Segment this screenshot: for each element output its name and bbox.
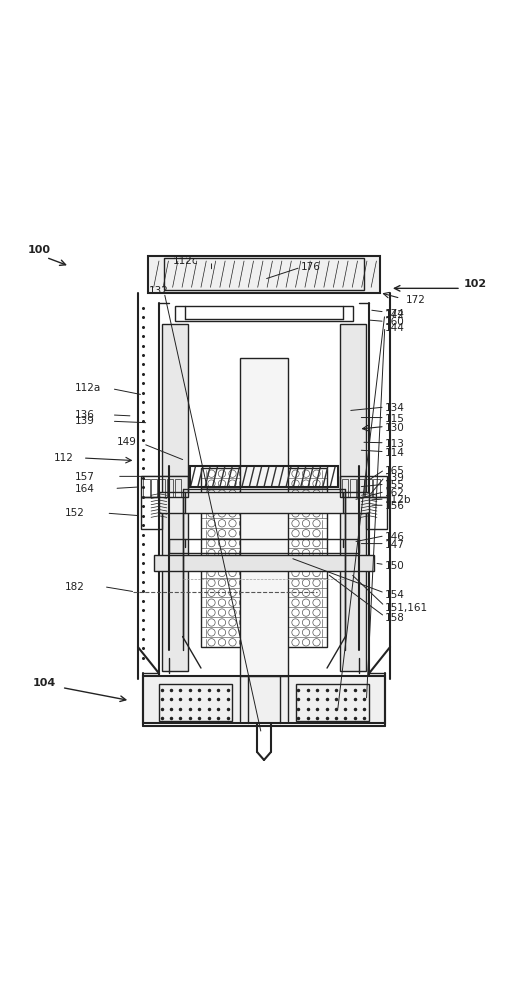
Bar — [340, 476, 388, 497]
Bar — [373, 479, 380, 497]
Text: 100: 100 — [27, 245, 51, 255]
Text: 154: 154 — [385, 590, 404, 600]
Bar — [201, 468, 327, 647]
Bar — [151, 479, 157, 497]
Text: 112c: 112c — [173, 256, 198, 266]
Text: 146: 146 — [385, 532, 404, 542]
Text: 130: 130 — [385, 423, 404, 433]
Text: 104: 104 — [33, 678, 56, 688]
Text: 132: 132 — [148, 286, 168, 296]
Bar — [366, 497, 388, 529]
Bar — [159, 492, 369, 513]
Text: 151,161: 151,161 — [385, 603, 428, 613]
Bar — [154, 555, 374, 571]
Bar — [162, 324, 188, 671]
Text: 155: 155 — [385, 480, 404, 490]
Bar — [140, 476, 188, 497]
Text: 176: 176 — [301, 262, 320, 272]
Bar — [175, 306, 353, 321]
Text: 157: 157 — [75, 472, 95, 482]
Bar — [350, 479, 356, 497]
Bar — [191, 466, 337, 487]
Text: 112a: 112a — [75, 383, 101, 393]
Text: 152: 152 — [64, 508, 84, 518]
Text: 114: 114 — [385, 448, 404, 458]
Text: 147: 147 — [385, 540, 404, 550]
Text: 150: 150 — [385, 561, 404, 571]
Text: 115: 115 — [385, 414, 404, 424]
Bar — [240, 358, 288, 684]
Bar — [296, 684, 369, 721]
Text: 172: 172 — [406, 295, 426, 305]
Text: 174: 174 — [385, 309, 404, 319]
Bar — [143, 676, 385, 723]
Text: 156: 156 — [385, 501, 404, 511]
Text: 139: 139 — [75, 416, 95, 426]
Bar — [340, 324, 366, 671]
Bar — [164, 258, 364, 290]
Text: 136: 136 — [75, 410, 95, 420]
Text: 112: 112 — [54, 453, 74, 463]
Bar — [175, 479, 181, 497]
Text: 182: 182 — [64, 582, 84, 592]
Text: 139: 139 — [385, 473, 404, 483]
Text: 112b: 112b — [385, 495, 411, 505]
Bar — [148, 256, 380, 293]
Bar — [159, 479, 165, 497]
Text: 162: 162 — [385, 488, 404, 498]
Text: 142: 142 — [385, 310, 404, 320]
Text: 113: 113 — [385, 439, 404, 449]
Bar — [167, 479, 173, 497]
Bar — [357, 479, 364, 497]
Bar — [140, 497, 162, 529]
Bar — [143, 479, 149, 497]
Bar — [342, 479, 348, 497]
Text: 134: 134 — [385, 403, 404, 413]
Text: 144: 144 — [385, 323, 404, 333]
Bar — [169, 539, 359, 553]
Bar — [159, 684, 232, 721]
Bar — [365, 479, 372, 497]
Text: 158: 158 — [385, 613, 404, 623]
Text: 149: 149 — [117, 437, 137, 447]
Text: 165: 165 — [385, 466, 404, 476]
Text: 102: 102 — [464, 279, 487, 289]
Text: 164: 164 — [75, 484, 95, 494]
Text: 160: 160 — [385, 317, 404, 327]
